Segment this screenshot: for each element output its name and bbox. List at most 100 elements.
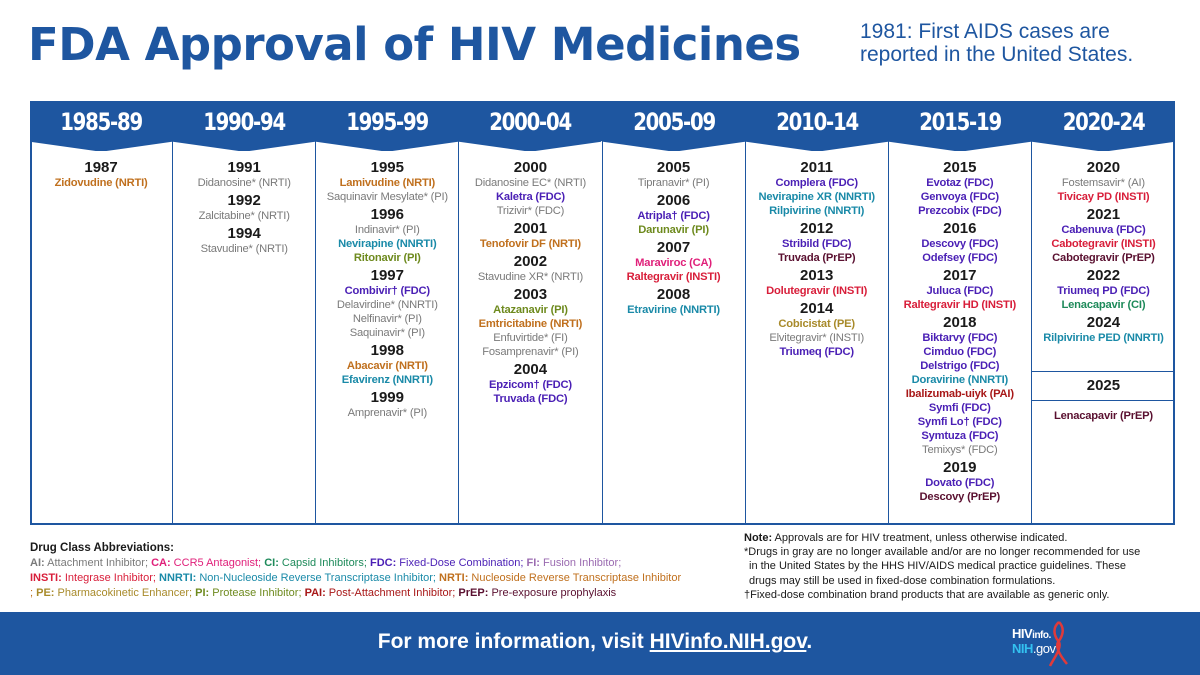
approval-year: 2008 (656, 286, 691, 303)
abbreviation-key: FDC: (369, 557, 397, 569)
drug-entry: Nevirapine (NNRTI) (338, 238, 437, 250)
abbreviation-key: PE: (36, 587, 55, 599)
hivinfo-logo[interactable]: HIVinfo. NIH.gov (1010, 618, 1070, 670)
abbreviation-text: Integrase Inhibitor; (61, 572, 160, 584)
abbreviation-item: CA: CCR5 Antagonist; (151, 557, 264, 569)
drug-entry: Temixys* (FDC) (922, 444, 998, 456)
logo-line-2: NIH.gov (1012, 641, 1056, 656)
approval-year: 2012 (800, 220, 834, 237)
drug-entry: Symfi Lo† (FDC) (917, 416, 1002, 428)
drug-class-abbreviations: Drug Class Abbreviations: AI: Attachment… (30, 541, 730, 601)
drug-entry: Atazanavir (PI) (493, 304, 568, 316)
period-body: 2000 Didanosine EC* (NRTI) Kaletra (FDC) Tr… (459, 151, 601, 406)
drug-entry: Ritonavir (PI) (353, 252, 421, 264)
drug-entry: Stavudine* (NRTI) (200, 243, 288, 255)
asterisk-note-2: in the United States by the HHS HIV/AIDS… (749, 560, 1127, 573)
dagger-note: †Fixed-dose combination brand products t… (744, 588, 1110, 601)
abbreviation-key: PI: (195, 587, 210, 599)
period-header: 2005-09 (602, 101, 745, 151)
logo-nih: NIH (1012, 641, 1033, 656)
timeline-table: 1985-89 1987 Zidovudine (NRTI) 1990-94 1991 D… (30, 101, 1175, 525)
drug-entry: Etravirine (NNRTI) (627, 304, 720, 316)
drug-entry: Cabotegravir (PrEP) (1052, 252, 1155, 264)
period-body: 2011 Complera (FDC) Nevirapine XR (NNRTI) R… (746, 151, 888, 359)
drug-entry: Efavirenz (NNRTI) (341, 374, 433, 386)
chevron-shape-icon (316, 101, 459, 151)
approval-year: 1994 (227, 225, 261, 242)
footer-prefix: For more information, visit (377, 630, 650, 653)
abbreviation-item: NNRTI: Non-Nucleoside Reverse Transcript… (159, 572, 439, 584)
abbreviation-text: ; (30, 587, 37, 599)
approval-year: 2002 (513, 253, 548, 270)
drug-entry: Raltegravir (INSTI) (626, 271, 721, 283)
abbreviation-item: ; (30, 587, 36, 599)
drug-entry: Saquinavir* (PI) (349, 327, 425, 339)
drug-entry: Combivir† (FDC) (344, 285, 430, 297)
period-label: 2005-09 (632, 108, 716, 136)
period-header: 2000-04 (459, 101, 602, 151)
approval-year: 1999 (370, 389, 404, 406)
approval-year: 2024 (1086, 314, 1121, 331)
approval-year: 2005 (656, 159, 691, 176)
drug-entry: Triumeq PD (FDC) (1057, 285, 1150, 297)
drug-entry: Evotaz (FDC) (926, 177, 994, 189)
abbreviation-text: Post-Attachment Inhibitor; (325, 587, 459, 599)
abbreviation-item: PE: Pharmacokinetic Enhancer; (36, 587, 195, 599)
asterisk-note-1: *Drugs in gray are no longer available a… (744, 546, 1141, 559)
asterisk-note-3: drugs may still be used in fixed-dose co… (749, 574, 1056, 587)
drug-entry: Didanosine* (NRTI) (197, 177, 291, 189)
period-header: 1995-99 (316, 101, 459, 151)
drug-entry: Prezcobix (FDC) (918, 205, 1002, 217)
period-header: 2010-14 (745, 101, 888, 151)
drug-entry: Odefsey (FDC) (922, 252, 998, 264)
approval-year: 2004 (513, 361, 548, 378)
drug-entry: Lenacapavir (CI) (1061, 299, 1146, 311)
drug-entry: Cimduo (FDC) (923, 346, 997, 358)
period-header: 1990-94 (173, 101, 316, 151)
drug-entry: Cabenuva (FDC) (1061, 224, 1146, 236)
drug-entry: Raltegravir HD (INSTI) (903, 299, 1017, 311)
drug-entry: Lamivudine (NRTI) (339, 177, 436, 189)
abbreviation-text: Capsid Inhibitors; (278, 557, 370, 569)
drug-entry: Doravirine (NNRTI) (911, 374, 1009, 386)
drug-entry: Ibalizumab-uiyk (PAI) (905, 388, 1014, 400)
period-column: 2000-04 2000 Didanosine EC* (NRTI) Kaletra … (459, 101, 603, 523)
drug-entry: Rilpivirine (NNRTI) (769, 205, 865, 217)
red-ribbon-icon (1048, 621, 1068, 667)
drug-entry: Complera (FDC) (775, 177, 859, 189)
drug-entry: Didanosine EC* (NRTI) (474, 177, 587, 189)
year-2025-box: 2025 Lenacapavir (PrEP) (1031, 371, 1175, 423)
drug-entry: Tivicay PD (INSTI) (1057, 191, 1150, 203)
period-label: 2010-14 (775, 108, 859, 136)
chevron-shape-icon (1031, 101, 1175, 151)
period-label: 2020-24 (1062, 108, 1146, 136)
approval-year: 2018 (943, 314, 977, 331)
period-column: 1995-99 1995 Lamivudine (NRTI) Saquinavir M… (316, 101, 460, 523)
drug-entry: Enfuvirtide* (FI) (493, 332, 568, 344)
abbreviation-text: Pre-exposure prophylaxis (488, 587, 617, 599)
footer-banner: For more information, visit HIVinfo.NIH.… (0, 612, 1200, 675)
drug-entry: Truvada (FDC) (493, 393, 568, 405)
abbreviation-key: CI: (264, 557, 279, 569)
drug-entry: Dovato (FDC) (925, 477, 995, 489)
approval-year: 1992 (227, 192, 261, 209)
drug-entry: Fostemsavir* (AI) (1061, 177, 1145, 189)
abbreviation-text: Nucleoside Reverse Transcriptase Inhibit… (468, 572, 682, 584)
hivinfo-link[interactable]: HIVinfo.NIH.gov (649, 630, 807, 653)
period-label: 2000-04 (489, 108, 573, 136)
period-header: 2015-19 (888, 101, 1031, 151)
drug-entry: Saquinavir Mesylate* (PI) (326, 191, 448, 203)
approval-year: 2025 (1031, 371, 1175, 401)
logo-hiv: HIV (1012, 626, 1033, 641)
period-body: 1987 Zidovudine (NRTI) (30, 151, 172, 190)
drug-entry: Kaletra (FDC) (495, 191, 565, 203)
abbreviation-text: Fixed-Dose Combination; (396, 557, 527, 569)
note-label: Note: (744, 532, 773, 544)
drug-entry: Zidovudine (NRTI) (54, 177, 148, 189)
drug-entry: Darunavir (PI) (638, 224, 709, 236)
period-header: 1985-89 (30, 101, 173, 151)
approval-year: 2011 (800, 159, 833, 176)
drug-entry: Tipranavir* (PI) (637, 177, 710, 189)
abbreviation-key: INSTI: (30, 572, 62, 584)
footer-message: For more information, visit HIVinfo.NIH.… (0, 630, 1190, 654)
